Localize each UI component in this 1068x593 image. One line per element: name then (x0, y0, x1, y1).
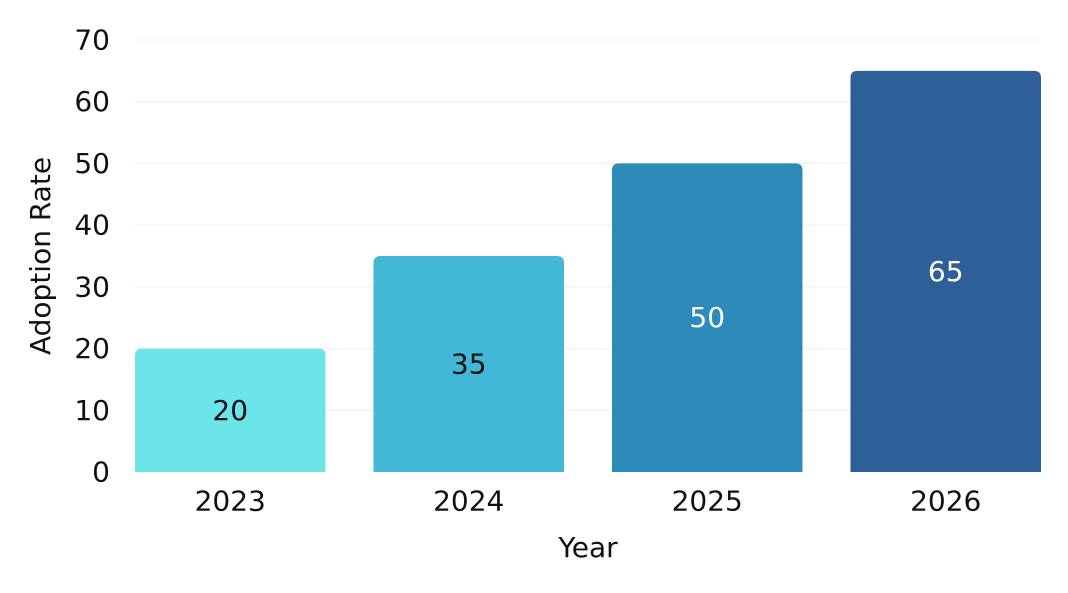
bar-2026 (850, 70, 1041, 472)
y-tick-label: 40 (74, 209, 110, 242)
y-tick-label: 60 (74, 85, 110, 118)
x-axis-title: Year (557, 531, 618, 564)
y-axis-ticks: 0 10 20 30 40 50 60 70 (74, 24, 110, 489)
y-tick-label: 50 (74, 147, 110, 180)
y-tick-label: 30 (74, 270, 110, 303)
y-axis-title: Adoption Rate (24, 157, 57, 355)
x-tick-label: 2023 (195, 485, 266, 518)
bars (135, 70, 1041, 472)
bar-value-label: 50 (689, 301, 725, 334)
x-tick-label: 2025 (672, 485, 743, 518)
bar-value-label: 65 (928, 255, 964, 288)
bar-data-labels: 20 35 50 65 (212, 255, 963, 427)
x-tick-label: 2024 (433, 485, 504, 518)
y-tick-label: 70 (74, 24, 110, 57)
bar-value-label: 20 (212, 394, 248, 427)
x-tick-label: 2026 (910, 485, 981, 518)
x-axis-ticks: 2023 2024 2025 2026 (195, 485, 982, 518)
bar-2023 (135, 348, 326, 472)
bar-2025 (612, 163, 803, 472)
y-tick-label: 10 (74, 394, 110, 427)
bar-2024 (373, 256, 564, 472)
y-tick-label: 20 (74, 332, 110, 365)
bar-value-label: 35 (451, 348, 487, 381)
y-tick-label: 0 (92, 456, 110, 489)
